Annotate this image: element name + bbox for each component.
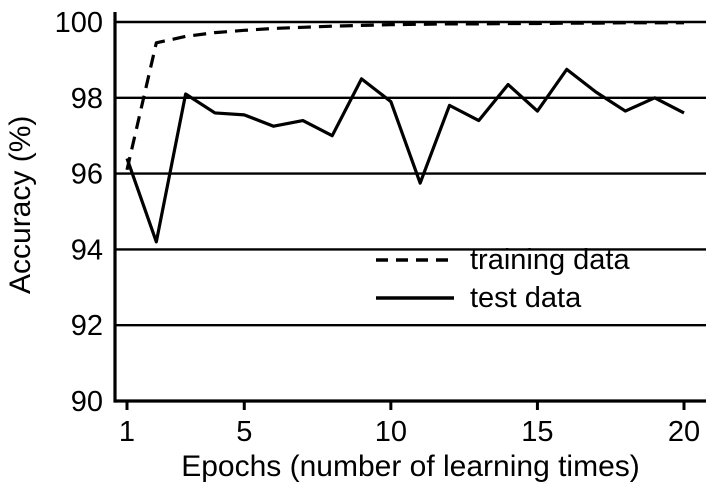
x-tick-label-1: 1 xyxy=(119,416,135,448)
legend-label-test: test data xyxy=(470,281,582,314)
y-tick-label-100: 100 xyxy=(55,7,103,39)
training-line-sample-icon xyxy=(376,258,454,262)
x-axis-title: Epochs (number of learning times) xyxy=(181,450,640,483)
x-tick-label-15: 15 xyxy=(521,416,553,448)
legend: training data test data xyxy=(376,243,630,315)
legend-row-test: test data xyxy=(376,281,630,315)
test-data-line xyxy=(125,67,685,244)
y-axis-title: Accuracy (%) xyxy=(4,115,37,295)
test-line-sample-icon xyxy=(376,296,454,300)
x-tick-label-5: 5 xyxy=(236,416,252,448)
training-data-line xyxy=(125,21,684,171)
legend-label-training: training data xyxy=(470,243,630,276)
y-tick-label-92: 92 xyxy=(71,310,103,342)
x-tick-label-10: 10 xyxy=(375,416,407,448)
legend-row-training: training data xyxy=(376,243,630,277)
y-tick-label-98: 98 xyxy=(71,83,103,115)
y-tick-label-96: 96 xyxy=(71,159,103,191)
x-tick-label-20: 20 xyxy=(668,416,700,448)
y-tick-label-94: 94 xyxy=(71,234,103,266)
y-tick-label-90: 90 xyxy=(71,386,103,418)
